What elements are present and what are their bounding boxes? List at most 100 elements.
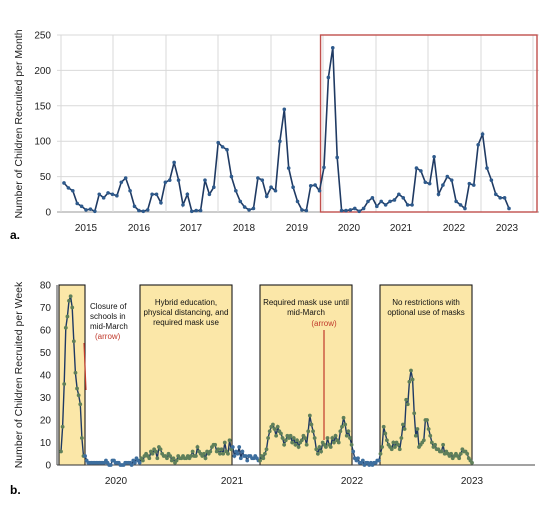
panel-b-data-point <box>258 458 262 463</box>
panel-b-data-point <box>338 429 343 434</box>
panel-b-data-point <box>351 449 356 454</box>
panel-a-data-point <box>361 206 366 211</box>
panel-a-data-point <box>110 192 115 197</box>
panel-a-x-tick-label: 2022 <box>443 223 466 234</box>
panel-b-data-point <box>336 440 341 445</box>
panel-a-y-axis-label: Number of Children Recruited per Month <box>13 29 25 218</box>
panel-b-data-point <box>261 456 266 461</box>
panel-b-data-point <box>413 433 418 438</box>
panel-b-data-point <box>465 451 470 456</box>
panel-b-period-box <box>139 284 233 466</box>
panel-b-data-point <box>295 438 299 443</box>
panel-b-data-point <box>396 442 401 447</box>
panel-a-data-point <box>498 196 502 200</box>
panel-a-data-point <box>93 209 97 214</box>
panel-b-data-point <box>67 298 71 303</box>
panel-a-data-point <box>485 166 489 170</box>
annotation-hybrid-education: Hybrid education, physical distancing, an… <box>144 298 229 327</box>
panel-a-data-point <box>357 209 361 214</box>
panel-b-axes <box>56 285 535 466</box>
panel-b-data-point <box>155 456 160 461</box>
panel-a-data-point <box>203 178 207 182</box>
panel-b-data-point <box>449 451 454 456</box>
panel-a-data-point <box>445 174 450 179</box>
panel-a-data-point <box>88 207 93 211</box>
panel-b-data-point <box>153 449 158 454</box>
panel-b-data-point <box>426 427 431 431</box>
panel-b-data-point <box>75 386 79 391</box>
panel-b-data-point <box>232 454 237 458</box>
panel-a-data-point <box>352 206 357 211</box>
panel-a-data-point <box>366 199 370 204</box>
panel-a-data-point <box>295 199 300 204</box>
panel-a-data-point <box>247 208 251 212</box>
panel-b-data-point <box>279 431 283 436</box>
panel-a-data-point <box>194 208 198 213</box>
panel-b-x-tick-label: 2020 <box>105 476 128 487</box>
panel-a-data-point <box>441 183 445 187</box>
panel-a-data-point <box>410 203 414 207</box>
panel-a-data-point <box>493 192 498 197</box>
panel-b-data-point <box>271 422 275 427</box>
panel-a-data-point <box>159 200 163 205</box>
panel-a-data-point <box>375 204 379 209</box>
panel-b-data-point <box>439 449 444 454</box>
panel-a-data-point <box>207 192 212 197</box>
panel-a-data-point <box>454 199 458 204</box>
panel-b-data-point <box>226 451 230 456</box>
panel-a-data-point <box>308 184 313 188</box>
panel-a-data-point <box>84 208 88 212</box>
panel-b-data-point <box>389 447 394 452</box>
panel-b-data-point <box>280 436 285 440</box>
panel-a-x-tick-label: 2021 <box>390 223 413 234</box>
panel-b-data-point <box>71 339 76 344</box>
panel-a-data-point <box>467 181 472 186</box>
panel-b-x-ticks: 2020 2021 2022 2023 <box>105 476 484 487</box>
panel-a-data-point <box>163 180 168 185</box>
panel-b-data-point <box>293 442 298 447</box>
panel-b-data-point <box>458 451 463 456</box>
panel-b-data-point <box>237 445 242 449</box>
panel-b-x-tick-label: 2021 <box>221 476 244 487</box>
panel-b-data-point <box>296 445 301 449</box>
panel-a-data-point <box>339 208 344 213</box>
panel-b-data-point <box>168 454 173 458</box>
panel-b-period-box <box>379 284 473 466</box>
panel-a-data-point <box>176 178 181 182</box>
panel-a-data-point <box>278 139 282 143</box>
panel-a-data-point <box>436 192 441 197</box>
panel-a-data-point <box>326 75 331 80</box>
panel-a-data-point <box>79 204 84 209</box>
panel-b-data-point <box>399 436 404 440</box>
panel-b-data-point <box>150 451 155 456</box>
panel-b-data-point <box>275 424 280 429</box>
panel-b-data-point <box>344 433 349 438</box>
panel-b-data-point <box>174 458 179 463</box>
panel-a-data-point <box>115 193 119 198</box>
panel-a-data-point <box>137 208 141 213</box>
panel-a-data-point <box>419 169 423 173</box>
panel-a-data-point <box>62 181 66 185</box>
panel-b-data-point <box>288 433 293 438</box>
panel-a-data-point <box>66 186 71 190</box>
panel-a-y-tick-label: 100 <box>34 137 51 148</box>
panel-a-data-point <box>238 199 243 204</box>
panel-b-data-point <box>203 456 208 461</box>
panel-a-data-point <box>471 183 476 187</box>
panel-b-data-point <box>381 424 386 429</box>
panel-a-data-point <box>167 178 172 182</box>
panel-b-data-point <box>140 458 145 463</box>
panel-a-data-point <box>242 205 247 209</box>
panel-b-annotations: Closure of schools in mid-March(arrow)Hybr… <box>83 298 465 440</box>
panel-a-data-point <box>489 178 494 182</box>
panel-a-data-point <box>286 166 291 170</box>
panel-a-data-point <box>414 166 419 170</box>
panel-b-data-point <box>262 451 267 456</box>
panel-b-series <box>59 294 474 467</box>
panel-a-data-point <box>507 206 511 211</box>
panel-a-data-point <box>476 142 480 147</box>
panel-a-data-point <box>458 203 463 207</box>
panel-a-data-point <box>397 192 401 197</box>
panel-a-series <box>62 45 511 214</box>
panel-a-data-point <box>172 160 176 165</box>
